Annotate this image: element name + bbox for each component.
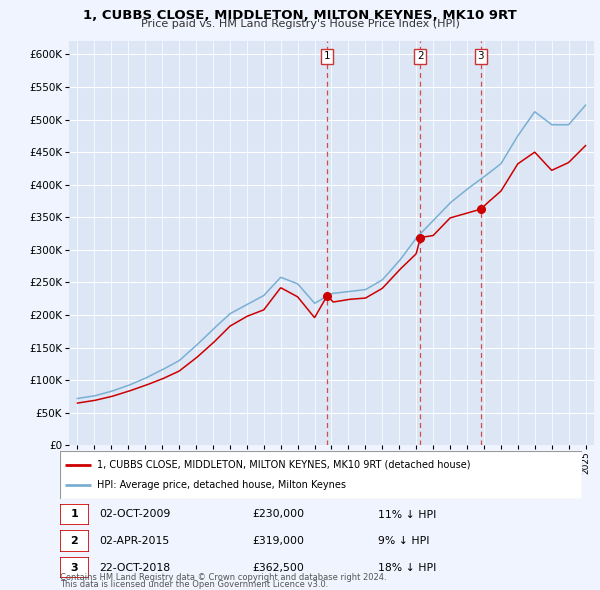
Text: £230,000: £230,000 [252,510,304,519]
Text: Price paid vs. HM Land Registry's House Price Index (HPI): Price paid vs. HM Land Registry's House … [140,19,460,30]
Text: 3: 3 [71,563,78,572]
Text: 1, CUBBS CLOSE, MIDDLETON, MILTON KEYNES, MK10 9RT: 1, CUBBS CLOSE, MIDDLETON, MILTON KEYNES… [83,9,517,22]
FancyBboxPatch shape [60,530,89,552]
Text: 9% ↓ HPI: 9% ↓ HPI [378,536,430,546]
FancyBboxPatch shape [60,451,582,499]
Text: £362,500: £362,500 [252,563,304,572]
Text: 3: 3 [478,51,484,61]
FancyBboxPatch shape [60,557,89,578]
Text: 02-OCT-2009: 02-OCT-2009 [99,510,170,519]
Text: 22-OCT-2018: 22-OCT-2018 [99,563,170,572]
Text: 1: 1 [71,510,78,519]
Text: This data is licensed under the Open Government Licence v3.0.: This data is licensed under the Open Gov… [60,580,328,589]
Text: 1, CUBBS CLOSE, MIDDLETON, MILTON KEYNES, MK10 9RT (detached house): 1, CUBBS CLOSE, MIDDLETON, MILTON KEYNES… [97,460,470,470]
Text: £319,000: £319,000 [252,536,304,546]
FancyBboxPatch shape [60,504,89,525]
Text: Contains HM Land Registry data © Crown copyright and database right 2024.: Contains HM Land Registry data © Crown c… [60,573,386,582]
Text: 11% ↓ HPI: 11% ↓ HPI [378,510,436,519]
Text: 1: 1 [324,51,331,61]
Text: HPI: Average price, detached house, Milton Keynes: HPI: Average price, detached house, Milt… [97,480,346,490]
Text: 2: 2 [417,51,424,61]
Text: 02-APR-2015: 02-APR-2015 [99,536,169,546]
Text: 2: 2 [71,536,78,546]
Text: 18% ↓ HPI: 18% ↓ HPI [378,563,436,572]
